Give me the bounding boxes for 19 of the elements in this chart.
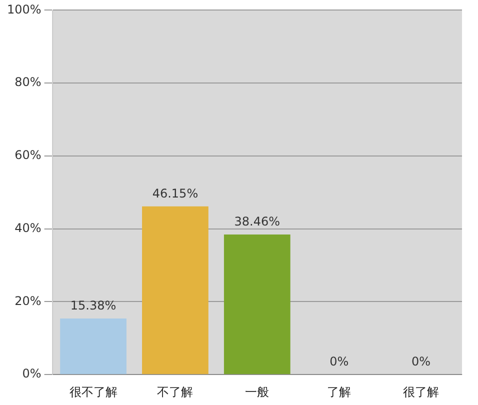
y-tick-label: 100%: [6, 2, 42, 16]
bar: [60, 318, 126, 374]
bar: [142, 206, 208, 374]
data-label: 46.15%: [152, 186, 198, 201]
y-tick-label: 80%: [14, 75, 42, 90]
x-tick-label: 了解: [327, 384, 352, 399]
data-label: 15.38%: [70, 298, 116, 313]
bar: [224, 234, 290, 374]
data-label: 0%: [330, 354, 349, 369]
y-tick-label: 60%: [14, 148, 42, 162]
data-label: 38.46%: [234, 214, 280, 229]
x-tick-label: 很不了解: [69, 384, 118, 399]
x-tick-label: 很了解: [403, 384, 440, 399]
data-label: 0%: [412, 354, 431, 369]
y-tick-label: 0%: [22, 366, 42, 381]
y-tick-label: 40%: [14, 220, 42, 235]
y-tick-label: 20%: [14, 294, 42, 308]
x-tick-label: 不了解: [157, 384, 194, 399]
x-tick-label: 一般: [245, 384, 270, 399]
